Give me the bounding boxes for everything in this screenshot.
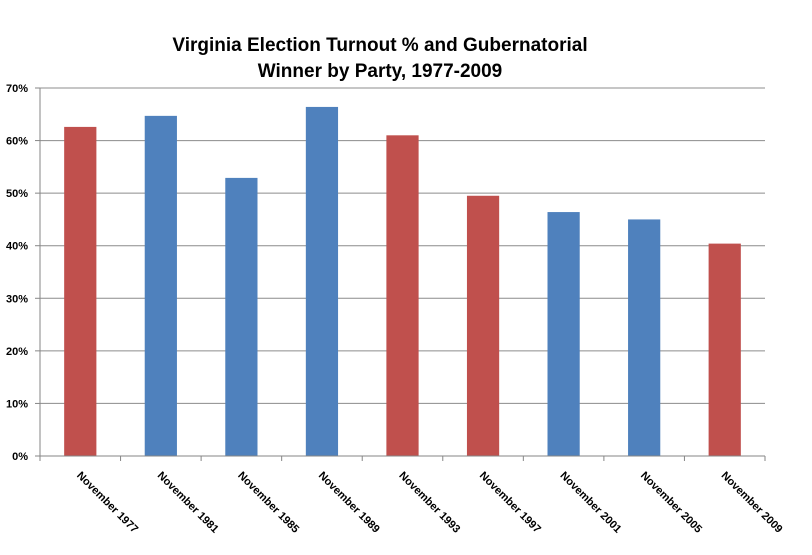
y-tick-label: 70% — [6, 83, 28, 95]
bar-november-2009 — [708, 243, 741, 456]
bars — [64, 106, 741, 457]
bar-november-1989 — [305, 106, 339, 456]
bar-november-1977 — [64, 126, 97, 456]
bar-november-2001 — [547, 212, 580, 456]
y-tick-label: 20% — [6, 346, 28, 358]
bar-november-1997 — [466, 195, 500, 456]
y-tick-label: 10% — [6, 398, 28, 410]
y-tick-label: 60% — [6, 136, 28, 148]
chart-title: Virginia Election Turnout % and Gubernat… — [172, 35, 587, 82]
bar-november-1985 — [225, 177, 258, 456]
y-tick-label: 40% — [6, 241, 28, 253]
x-tick-label: November 2005 — [638, 470, 704, 536]
y-tick-label: 50% — [6, 188, 28, 200]
axes — [35, 87, 766, 461]
y-tick-label: 30% — [6, 293, 28, 305]
x-tick-label: November 1993 — [396, 470, 462, 536]
x-tick-label: November 1997 — [477, 470, 543, 536]
x-tick-label: November 2001 — [557, 470, 623, 536]
chart-title-line-1: Virginia Election Turnout % and Gubernat… — [172, 35, 587, 56]
chart-title-line-2: Winner by Party, 1977-2009 — [258, 61, 503, 82]
x-tick-label: November 1989 — [316, 470, 382, 536]
x-axis-tick-labels: November 1977 November 1981 November 1985 N… — [74, 470, 784, 536]
bar-november-1981 — [144, 115, 177, 456]
x-tick-label: November 1977 — [74, 470, 140, 536]
x-tick-label: November 2009 — [719, 470, 785, 536]
x-tick-label: November 1985 — [235, 470, 301, 536]
y-axis-tick-labels: 0% 10% 20% 30% 40% 50% 60% 70% — [6, 83, 28, 463]
bar-november-2005 — [628, 219, 661, 456]
x-tick-label: November 1981 — [155, 470, 221, 536]
y-tick-label: 0% — [12, 451, 28, 463]
bar-november-1993 — [386, 135, 419, 457]
